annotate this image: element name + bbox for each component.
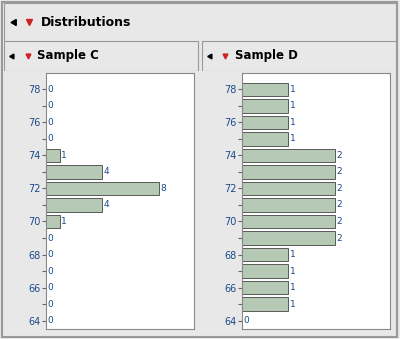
Text: 2: 2: [336, 167, 342, 177]
Text: 8: 8: [160, 184, 166, 193]
Text: 0: 0: [47, 234, 53, 242]
Bar: [242, 83, 288, 96]
Text: 0: 0: [47, 118, 53, 127]
Bar: [242, 281, 288, 294]
Text: 0: 0: [47, 266, 53, 276]
Bar: [242, 248, 288, 261]
Text: 1: 1: [290, 266, 296, 276]
Bar: [242, 149, 334, 162]
Text: Distributions: Distributions: [41, 16, 132, 28]
Text: 0: 0: [47, 101, 53, 111]
Text: 0: 0: [47, 300, 53, 308]
Text: 0: 0: [244, 316, 250, 325]
Text: 1: 1: [61, 217, 67, 226]
Text: 1: 1: [290, 85, 296, 94]
Text: 2: 2: [336, 217, 342, 226]
Bar: [242, 182, 334, 195]
Text: 0: 0: [47, 316, 53, 325]
FancyBboxPatch shape: [4, 3, 396, 41]
Bar: [242, 116, 288, 129]
Text: 4: 4: [104, 167, 109, 177]
FancyBboxPatch shape: [2, 2, 397, 337]
Text: 0: 0: [47, 250, 53, 259]
Text: 1: 1: [290, 135, 296, 143]
Bar: [46, 198, 102, 212]
Text: 2: 2: [336, 151, 342, 160]
Text: 0: 0: [47, 283, 53, 292]
Bar: [242, 198, 334, 212]
Bar: [242, 215, 334, 228]
Text: 2: 2: [336, 200, 342, 210]
Bar: [242, 99, 288, 113]
Text: 1: 1: [290, 300, 296, 308]
Bar: [242, 297, 288, 311]
Bar: [46, 215, 60, 228]
Bar: [46, 165, 102, 179]
Text: 4: 4: [104, 200, 109, 210]
Text: 0: 0: [47, 135, 53, 143]
FancyBboxPatch shape: [202, 41, 396, 71]
Bar: [242, 132, 288, 146]
Text: 1: 1: [290, 101, 296, 111]
FancyBboxPatch shape: [4, 41, 198, 71]
Text: Sample D: Sample D: [235, 49, 298, 62]
Bar: [242, 165, 334, 179]
Text: 2: 2: [336, 184, 342, 193]
Text: 1: 1: [290, 250, 296, 259]
Bar: [242, 264, 288, 278]
Text: 0: 0: [47, 85, 53, 94]
Bar: [46, 182, 159, 195]
Bar: [46, 149, 60, 162]
Bar: [242, 231, 334, 245]
Text: 1: 1: [61, 151, 67, 160]
Text: 1: 1: [290, 283, 296, 292]
Text: Sample C: Sample C: [37, 49, 99, 62]
Text: 2: 2: [336, 234, 342, 242]
Text: 1: 1: [290, 118, 296, 127]
